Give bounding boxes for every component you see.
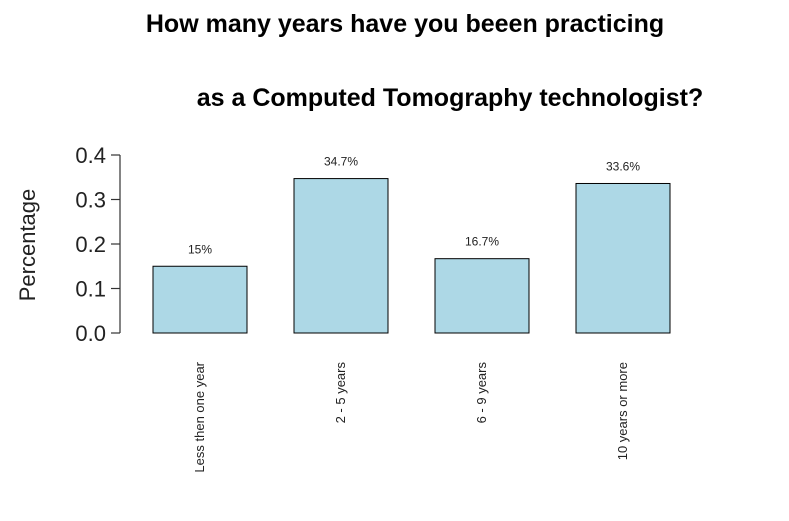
x-tick-label: 10 years or more — [615, 362, 630, 460]
category-labels: Less then one year 2 - 5 years 6 - 9 years… — [192, 361, 630, 472]
y-axis: 0.0 0.1 0.2 0.3 0.4 — [75, 143, 121, 346]
data-label: 34.7% — [324, 155, 358, 169]
y-tick-label: 0.1 — [75, 277, 106, 302]
y-tick-label: 0.4 — [75, 143, 106, 168]
data-label: 16.7% — [465, 235, 499, 249]
data-labels: 15% 34.7% 16.7% 33.6% — [188, 155, 640, 257]
data-label: 33.6% — [606, 159, 640, 173]
bar — [293, 178, 389, 334]
data-label: 15% — [188, 242, 212, 256]
x-tick-label: Less then one year — [192, 361, 207, 472]
y-tick-label: 0.0 — [75, 321, 106, 346]
y-axis-label: Percentage — [15, 189, 40, 302]
bars — [152, 178, 671, 334]
chart-title-line2: as a Computed Tomography technologist? — [197, 84, 704, 112]
x-tick-label: 2 - 5 years — [333, 362, 348, 424]
y-tick-label: 0.2 — [75, 232, 106, 257]
x-tick-label: 6 - 9 years — [474, 362, 489, 424]
bar — [575, 182, 671, 334]
bar — [152, 265, 248, 334]
bar — [434, 258, 530, 334]
chart-title-line1: How many years have you beeen practicing — [146, 10, 664, 38]
y-tick-label: 0.3 — [75, 188, 106, 213]
